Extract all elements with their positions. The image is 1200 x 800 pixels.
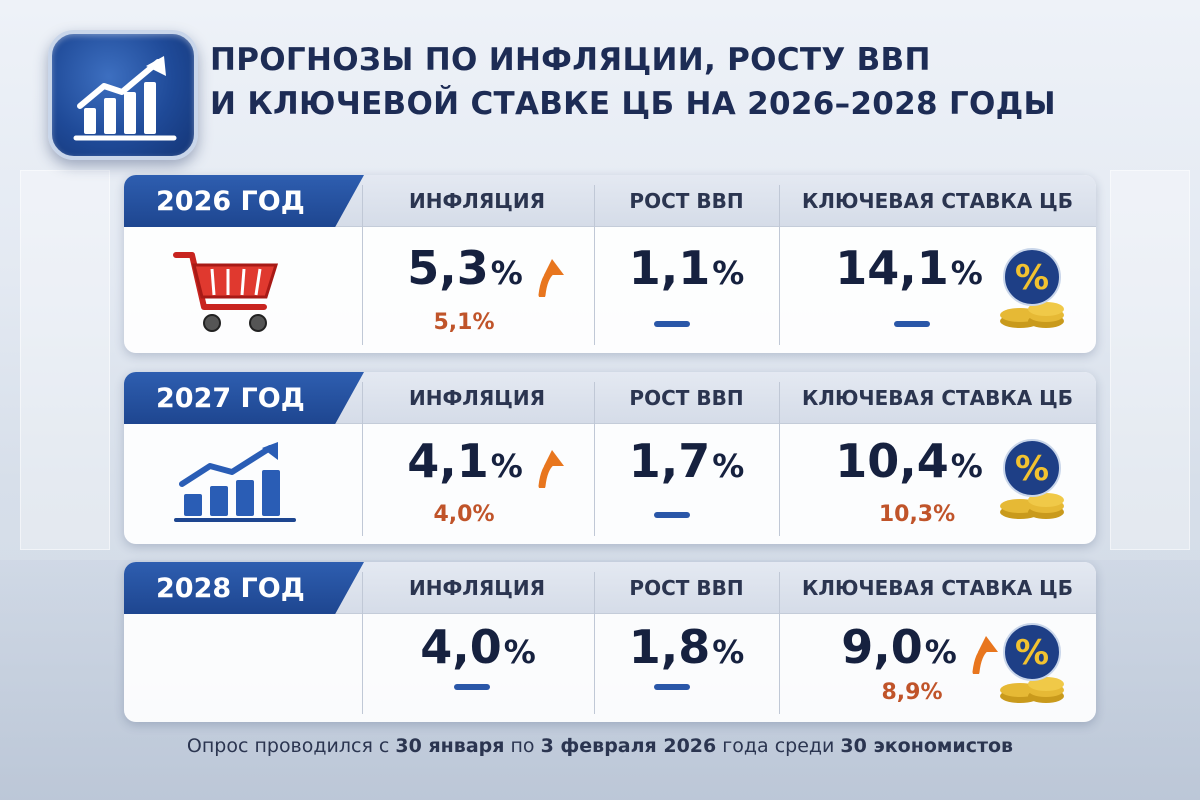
year-card-2028: 2028 ГОД ИНФЛЯЦИЯ РОСТ ВВП КЛЮЧЕВАЯ СТАВ… — [124, 562, 1096, 722]
percent-sign: % — [712, 633, 745, 671]
gdp-number: 1,7 — [628, 434, 711, 488]
title-line-1: ПРОГНОЗЫ ПО ИНФЛЯЦИИ, РОСТУ ВВП — [210, 42, 931, 78]
gdp-number: 1,1 — [628, 241, 711, 295]
inflation-number: 5,3 — [407, 241, 489, 295]
inflation-value: 4,0% — [362, 620, 594, 674]
chart-growth-icon — [48, 30, 198, 160]
footnote-text: года среди — [716, 735, 841, 757]
column-header-rate: КЛЮЧЕВАЯ СТАВКА ЦБ — [802, 576, 1073, 600]
percent-sign: % — [950, 447, 983, 485]
percent-sign: % — [712, 254, 745, 292]
gdp-value: 1,7% — [594, 434, 779, 488]
inflation-previous: 5,1% — [433, 310, 495, 335]
no-change-dash — [894, 321, 930, 327]
gdp-number: 1,8 — [628, 620, 711, 674]
svg-text:%: % — [1015, 258, 1049, 298]
percent-sign: % — [503, 633, 536, 671]
year-card-2027: 2027 ГОД ИНФЛЯЦИЯ РОСТ ВВП КЛЮЧЕВАЯ СТАВ… — [124, 372, 1096, 544]
bar-chart-icon — [174, 442, 296, 522]
arrow-up-icon — [538, 450, 564, 488]
page-title: ПРОГНОЗЫ ПО ИНФЛЯЦИИ, РОСТУ ВВП И КЛЮЧЕВ… — [210, 38, 1056, 126]
rate-number: 14,1 — [835, 241, 949, 295]
no-change-dash — [654, 684, 690, 690]
rate-value: 10,4% — [824, 434, 994, 488]
year-label: 2027 ГОД — [124, 372, 364, 424]
column-header-inflation: ИНФЛЯЦИЯ — [408, 386, 545, 410]
percent-sign: % — [490, 254, 523, 292]
no-change-dash — [454, 684, 490, 690]
header: ПРОГНОЗЫ ПО ИНФЛЯЦИИ, РОСТУ ВВП И КЛЮЧЕВ… — [48, 30, 1158, 160]
percent-coin-icon: % — [1000, 439, 1064, 519]
arrow-up-icon — [972, 636, 998, 674]
inflation-number: 4,0 — [420, 620, 502, 674]
svg-text:%: % — [1015, 633, 1049, 673]
shopping-cart-icon — [173, 252, 279, 332]
column-header-inflation: ИНФЛЯЦИЯ — [408, 189, 545, 213]
column-header-rate: КЛЮЧЕВАЯ СТАВКА ЦБ — [802, 386, 1073, 410]
inflation-previous: 4,0% — [433, 502, 495, 527]
percent-sign: % — [924, 633, 957, 671]
title-line-2: И КЛЮЧЕВОЙ СТАВКЕ ЦБ НА 2026–2028 ГОДЫ — [210, 86, 1056, 122]
column-header-gdp: РОСТ ВВП — [629, 576, 744, 600]
percent-sign: % — [712, 447, 745, 485]
inflation-number: 4,1 — [407, 434, 489, 488]
rate-previous: 10,3% — [878, 502, 956, 527]
percent-coin-icon: % — [1000, 623, 1064, 703]
column-header-gdp: РОСТ ВВП — [629, 386, 744, 410]
footnote-date-from: 30 января — [395, 735, 505, 757]
svg-text:%: % — [1015, 449, 1049, 489]
percent-sign: % — [950, 254, 983, 292]
column-header-inflation: ИНФЛЯЦИЯ — [408, 576, 545, 600]
footnote-date-to: 3 февраля 2026 — [540, 735, 717, 757]
arrow-up-icon — [538, 259, 564, 297]
year-card-2026: 2026 ГОД ИНФЛЯЦИЯ РОСТ ВВП КЛЮЧЕВАЯ СТАВ… — [124, 175, 1096, 353]
no-change-dash — [654, 321, 690, 327]
footnote-text: Опрос проводился с — [186, 735, 396, 757]
inflation-value: 5,3% — [390, 241, 540, 295]
rate-previous: 8,9% — [881, 680, 943, 705]
footnote-count: 30 экономистов — [840, 735, 1014, 757]
rate-number: 9,0 — [841, 620, 923, 674]
rate-number: 10,4 — [835, 434, 949, 488]
no-change-dash — [654, 512, 690, 518]
rate-value: 9,0% — [824, 620, 974, 674]
footnote-text: по — [504, 735, 541, 757]
survey-footnote: Опрос проводился с 30 января по 3 феврал… — [0, 735, 1200, 757]
percent-sign: % — [490, 447, 523, 485]
gdp-value: 1,1% — [594, 241, 779, 295]
column-header-gdp: РОСТ ВВП — [629, 189, 744, 213]
gdp-value: 1,8% — [594, 620, 779, 674]
inflation-value: 4,1% — [390, 434, 540, 488]
percent-coin-icon: % — [1000, 248, 1064, 328]
column-header-rate: КЛЮЧЕВАЯ СТАВКА ЦБ — [802, 189, 1073, 213]
rate-value: 14,1% — [824, 241, 994, 295]
year-label: 2028 ГОД — [124, 562, 364, 614]
year-label: 2026 ГОД — [124, 175, 364, 227]
